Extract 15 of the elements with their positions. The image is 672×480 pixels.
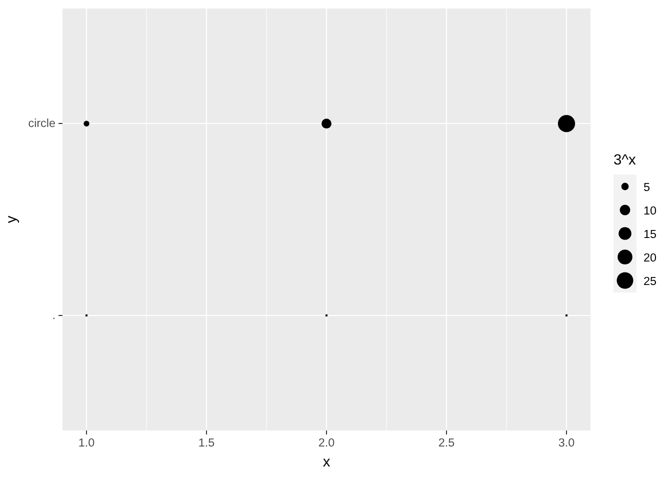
legend-title: 3^x	[614, 152, 637, 168]
legend-label: 5	[644, 181, 650, 194]
y-axis-title: y	[4, 215, 20, 224]
x-axis-title: x	[322, 454, 331, 470]
legend-label: 25	[644, 275, 657, 288]
legend-label: 20	[644, 252, 657, 264]
legend-label: 10	[644, 204, 657, 218]
x-tick-label: 2.0	[318, 436, 336, 450]
x-tick-label: 3.0	[558, 436, 576, 450]
x-tick-label: 2.5	[438, 436, 456, 450]
y-tick-label: .	[52, 308, 56, 322]
legend-label: 15	[644, 228, 657, 241]
y-tick-label: circle	[28, 117, 56, 130]
x-tick-label: 1.5	[198, 436, 216, 450]
x-tick-label: 1.0	[78, 436, 96, 450]
